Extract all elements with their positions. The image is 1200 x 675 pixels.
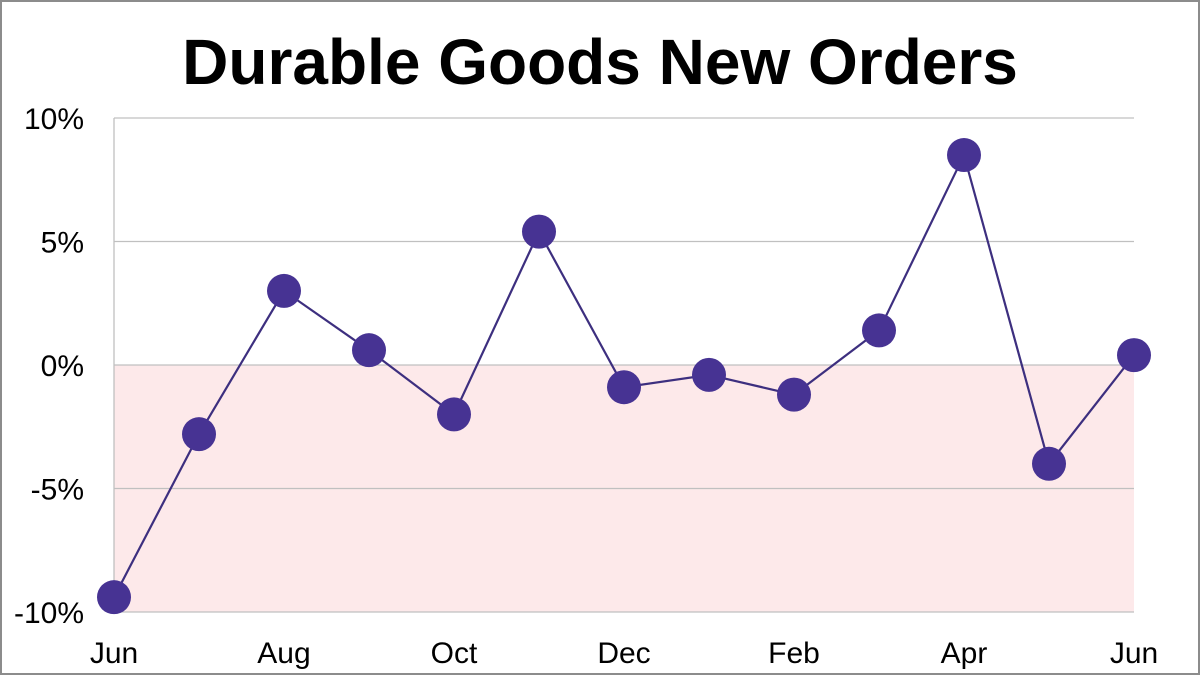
x-tick-label: Jun (90, 637, 138, 670)
data-point-feb-8[interactable] (777, 377, 811, 412)
y-tick-label: 5% (41, 227, 84, 260)
x-tick-label: Dec (597, 637, 650, 670)
data-point-aug-2[interactable] (267, 273, 301, 308)
x-tick-label: Apr (941, 637, 988, 670)
data-point-jun-0[interactable] (97, 580, 131, 615)
x-tick-label: Oct (431, 637, 478, 670)
data-point-jul-1[interactable] (182, 417, 216, 452)
x-tick-label: Aug (257, 637, 310, 670)
data-point-jun-12[interactable] (1117, 338, 1151, 373)
data-point-apr-10[interactable] (947, 138, 981, 173)
data-point-nov-5[interactable] (522, 214, 556, 249)
data-point-sep-3[interactable] (352, 333, 386, 368)
chart-title: Durable Goods New Orders (182, 26, 1018, 98)
y-tick-label: 10% (24, 103, 84, 136)
x-tick-label: Jun (1110, 637, 1158, 670)
x-tick-label: Feb (768, 637, 820, 670)
data-point-jan-7[interactable] (692, 357, 726, 392)
data-point-dec-6[interactable] (607, 370, 641, 405)
y-tick-label: -5% (31, 474, 84, 507)
data-point-mar-9[interactable] (862, 313, 896, 348)
data-point-oct-4[interactable] (437, 397, 471, 432)
y-tick-label: 0% (41, 350, 84, 383)
data-point-may-11[interactable] (1032, 446, 1066, 481)
y-tick-label: -10% (14, 597, 84, 630)
